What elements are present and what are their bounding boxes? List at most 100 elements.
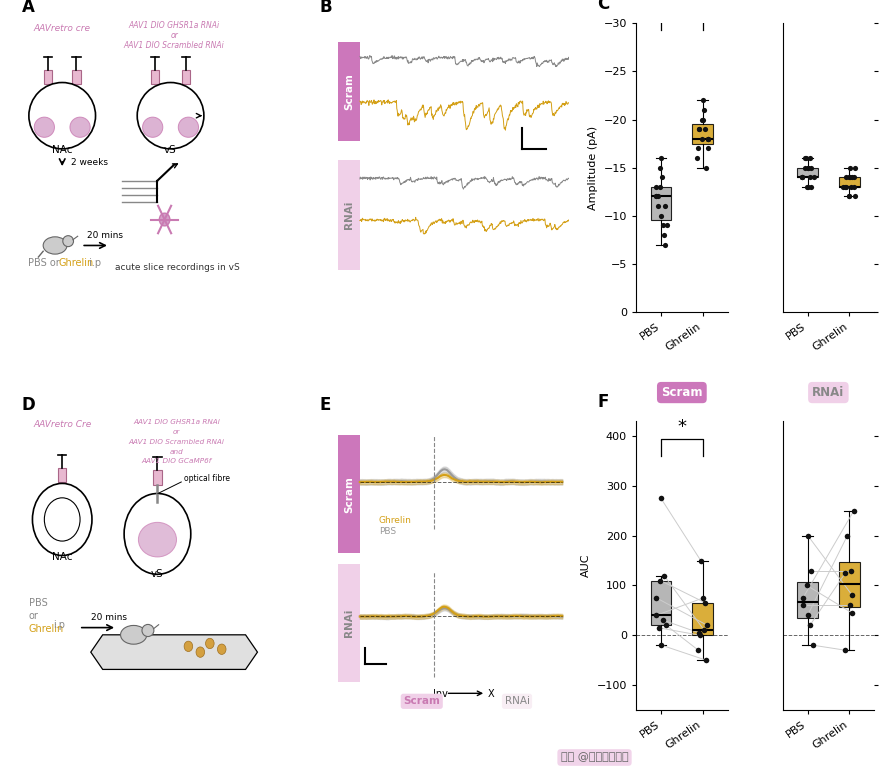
Point bbox=[796, 599, 810, 612]
Point bbox=[842, 190, 857, 203]
Text: AAV1 DIO Scrambled RNAi: AAV1 DIO Scrambled RNAi bbox=[124, 41, 224, 50]
Point bbox=[844, 181, 858, 193]
Bar bbox=[182, 69, 191, 84]
Point bbox=[653, 181, 668, 193]
Point bbox=[845, 589, 859, 601]
Text: Scram: Scram bbox=[344, 476, 354, 512]
Ellipse shape bbox=[44, 498, 80, 541]
Point bbox=[653, 574, 668, 587]
Text: AAV1 DIO GHSR1a RNAi: AAV1 DIO GHSR1a RNAi bbox=[133, 420, 220, 425]
Point bbox=[804, 161, 819, 174]
Bar bbox=[58, 467, 66, 482]
Point bbox=[798, 161, 812, 174]
Point bbox=[848, 171, 862, 183]
Point bbox=[841, 190, 856, 203]
Point bbox=[698, 654, 713, 666]
PathPatch shape bbox=[797, 168, 818, 177]
Point bbox=[654, 209, 668, 222]
Point bbox=[691, 626, 706, 639]
Point bbox=[803, 619, 817, 632]
Point bbox=[801, 609, 815, 622]
Point bbox=[797, 152, 811, 165]
Text: i.p: i.p bbox=[86, 257, 102, 268]
Point bbox=[838, 567, 852, 580]
Point bbox=[700, 619, 714, 632]
Text: 知乎 @逻辑神经科学: 知乎 @逻辑神经科学 bbox=[561, 753, 629, 763]
Point bbox=[845, 171, 859, 183]
Ellipse shape bbox=[142, 625, 154, 636]
Point bbox=[692, 123, 706, 136]
Text: E: E bbox=[320, 396, 331, 414]
Point bbox=[654, 152, 668, 165]
Ellipse shape bbox=[29, 83, 95, 149]
Point bbox=[654, 492, 668, 505]
Text: AAVretro cre: AAVretro cre bbox=[34, 23, 91, 33]
PathPatch shape bbox=[797, 582, 818, 618]
Point bbox=[801, 530, 815, 542]
Text: F: F bbox=[598, 393, 609, 411]
Ellipse shape bbox=[139, 523, 177, 557]
Text: AAV1 DIO GCaMP6f: AAV1 DIO GCaMP6f bbox=[141, 458, 212, 464]
Point bbox=[696, 94, 710, 107]
Point bbox=[796, 592, 810, 604]
PathPatch shape bbox=[692, 603, 713, 635]
Point bbox=[659, 619, 673, 632]
Point bbox=[842, 599, 857, 612]
Point bbox=[803, 171, 817, 183]
Ellipse shape bbox=[142, 117, 162, 137]
Text: acute slice recordings in vS: acute slice recordings in vS bbox=[115, 263, 239, 272]
Bar bbox=[72, 69, 80, 84]
Point bbox=[841, 530, 855, 542]
Point bbox=[694, 555, 708, 567]
Text: PBS: PBS bbox=[29, 598, 48, 608]
Point bbox=[800, 580, 814, 592]
Text: D: D bbox=[22, 396, 35, 414]
Point bbox=[696, 592, 710, 604]
Point bbox=[652, 622, 666, 634]
Point bbox=[805, 639, 819, 651]
Point bbox=[656, 614, 670, 626]
Text: *: * bbox=[677, 418, 686, 436]
Point bbox=[848, 190, 862, 203]
Bar bbox=[43, 69, 52, 84]
Text: RNAi: RNAi bbox=[344, 200, 354, 229]
Point bbox=[658, 238, 672, 250]
Point bbox=[804, 181, 819, 193]
Bar bbox=[151, 69, 159, 84]
Point bbox=[691, 142, 706, 154]
Point bbox=[697, 104, 711, 116]
Ellipse shape bbox=[43, 237, 67, 254]
PathPatch shape bbox=[692, 124, 713, 144]
Point bbox=[701, 133, 715, 145]
Point bbox=[695, 113, 709, 126]
Point bbox=[796, 171, 810, 183]
Point bbox=[701, 133, 715, 145]
Point bbox=[804, 152, 818, 165]
Bar bbox=[338, 564, 360, 682]
Text: i.p: i.p bbox=[53, 619, 64, 629]
Point bbox=[698, 597, 713, 609]
Point bbox=[648, 181, 662, 193]
Point bbox=[836, 181, 850, 193]
Circle shape bbox=[206, 638, 214, 649]
Polygon shape bbox=[91, 635, 258, 669]
Point bbox=[847, 505, 861, 517]
PathPatch shape bbox=[651, 580, 671, 626]
Point bbox=[653, 161, 667, 174]
Text: or: or bbox=[29, 611, 39, 621]
Text: B: B bbox=[320, 0, 332, 16]
PathPatch shape bbox=[651, 187, 671, 221]
Ellipse shape bbox=[125, 494, 191, 574]
Point bbox=[806, 171, 820, 183]
Point bbox=[698, 123, 712, 136]
Point bbox=[801, 161, 815, 174]
Text: Ghrelin: Ghrelin bbox=[58, 257, 94, 268]
Point bbox=[799, 152, 813, 165]
Point bbox=[701, 133, 715, 145]
Text: NAc: NAc bbox=[52, 551, 72, 562]
Point bbox=[649, 190, 663, 203]
Text: Scram: Scram bbox=[661, 386, 703, 399]
Ellipse shape bbox=[178, 117, 199, 137]
Point bbox=[800, 181, 814, 193]
Point bbox=[649, 609, 663, 622]
